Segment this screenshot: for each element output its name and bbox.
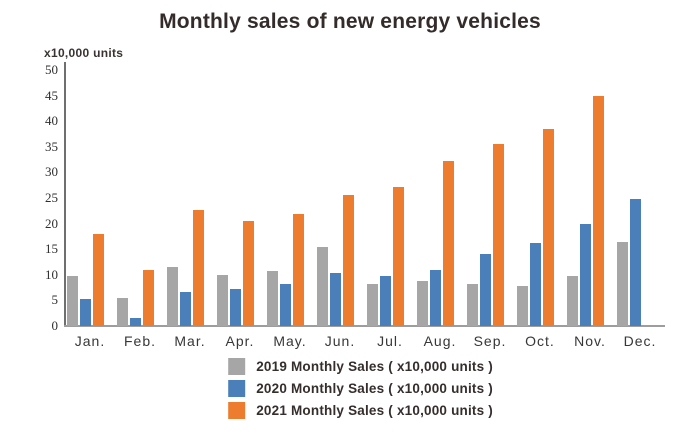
bar-group-dec — [615, 70, 665, 326]
bar-2020-jan — [80, 299, 91, 326]
y-tick-25: 25 — [45, 190, 58, 205]
y-axis-line — [64, 62, 66, 326]
month-label-sep: Sep. — [473, 333, 507, 349]
bar-2019-jul — [367, 284, 378, 326]
bar-group-may — [265, 70, 315, 326]
month-label-feb: Feb. — [123, 333, 156, 349]
bar-group-nov — [565, 70, 615, 326]
bar-2021-nov — [593, 96, 604, 326]
bar-2019-apr — [217, 275, 228, 326]
y-tick-5: 5 — [51, 292, 59, 308]
bar-2021-aug — [443, 161, 454, 326]
y-tick-30: 30 — [45, 164, 58, 180]
bar-2021-apr — [243, 221, 254, 326]
bar-group-mar — [165, 70, 215, 326]
bar-group-sep — [465, 70, 515, 326]
legend-row-2019: 2019 Monthly Sales ( x10,000 units ) — [228, 358, 493, 375]
month-label-may: May. — [273, 333, 307, 349]
bar-2020-jul — [380, 276, 391, 326]
legend-label-2021: 2021 Monthly Sales ( x10,000 units ) — [256, 403, 493, 418]
month-label-mar: Mar. — [174, 333, 206, 349]
bar-2020-mar — [180, 292, 191, 326]
x-axis-category-labels: Jan. Feb. Mar. Apr. May. Jun. Jul. Aug. Sep. Oct.… — [65, 333, 665, 349]
bar-2021-sep — [493, 144, 504, 326]
month-label-jul: Jul. — [377, 333, 403, 349]
bar-group-feb — [115, 70, 165, 326]
legend-swatch-2021 — [228, 402, 246, 419]
x-axis-line — [64, 325, 665, 327]
plot-area — [65, 70, 665, 326]
bar-group-apr — [215, 70, 265, 326]
bar-2019-jun — [317, 247, 328, 326]
month-label-apr: Apr. — [225, 333, 255, 349]
bar-2019-feb — [117, 298, 128, 326]
bar-2021-jul — [393, 187, 404, 326]
bar-2021-jun — [343, 195, 354, 326]
bar-2021-may — [293, 214, 304, 326]
bar-groups — [65, 70, 665, 326]
bar-2020-may — [280, 284, 291, 326]
legend-label-2019: 2019 Monthly Sales ( x10,000 units ) — [256, 359, 493, 374]
bar-2019-nov — [567, 276, 578, 326]
y-tick-40: 40 — [45, 113, 58, 129]
month-label-nov: Nov. — [574, 333, 606, 349]
bar-2020-nov — [580, 224, 591, 326]
bar-2019-may — [267, 271, 278, 326]
y-tick-15: 15 — [45, 241, 58, 257]
y-tick-10: 10 — [45, 266, 58, 282]
bar-2020-sep — [480, 254, 491, 326]
bar-2020-apr — [230, 289, 241, 326]
bar-group-jan — [65, 70, 115, 326]
legend: 2019 Monthly Sales ( x10,000 units ) 2020… — [228, 358, 493, 424]
bar-group-jun — [315, 70, 365, 326]
y-tick-45: 45 — [45, 87, 58, 103]
month-label-oct: Oct. — [525, 333, 555, 349]
bar-2020-dec — [630, 199, 641, 326]
y-tick-0: 0 — [51, 318, 59, 333]
bar-2021-feb — [143, 270, 154, 326]
bar-group-jul — [365, 70, 415, 326]
y-axis-unit-label: x10,000 units — [44, 46, 124, 60]
legend-label-2020: 2020 Monthly Sales ( x10,000 units ) — [256, 381, 493, 396]
y-tick-50: 50 — [45, 62, 58, 77]
bar-2019-aug — [417, 281, 428, 326]
bar-2021-mar — [193, 210, 204, 326]
y-tick-20: 20 — [45, 215, 58, 231]
month-label-aug: Aug. — [423, 333, 457, 349]
month-label-dec: Dec. — [623, 333, 657, 349]
bar-2021-oct — [543, 129, 554, 326]
legend-swatch-2019 — [228, 358, 246, 375]
bar-2020-oct — [530, 243, 541, 326]
bar-2019-sep — [467, 284, 478, 326]
bar-2021-jan — [93, 234, 104, 326]
legend-swatch-2020 — [228, 380, 246, 397]
bar-group-oct — [515, 70, 565, 326]
bar-2020-feb — [130, 318, 141, 326]
y-tick-35: 35 — [45, 138, 58, 154]
bar-2019-jan — [67, 276, 78, 326]
month-label-jan: Jan. — [74, 333, 106, 349]
bar-2019-oct — [517, 286, 528, 326]
legend-row-2020: 2020 Monthly Sales ( x10,000 units ) — [228, 380, 493, 397]
chart-title: Monthly sales of new energy vehicles — [159, 10, 541, 33]
legend-row-2021: 2021 Monthly Sales ( x10,000 units ) — [228, 402, 493, 419]
bar-2019-dec — [617, 242, 628, 326]
bar-2019-mar — [167, 267, 178, 326]
month-label-jun: Jun. — [324, 333, 356, 349]
bar-group-aug — [415, 70, 465, 326]
bar-2020-jun — [330, 273, 341, 326]
bar-2020-aug — [430, 270, 441, 326]
